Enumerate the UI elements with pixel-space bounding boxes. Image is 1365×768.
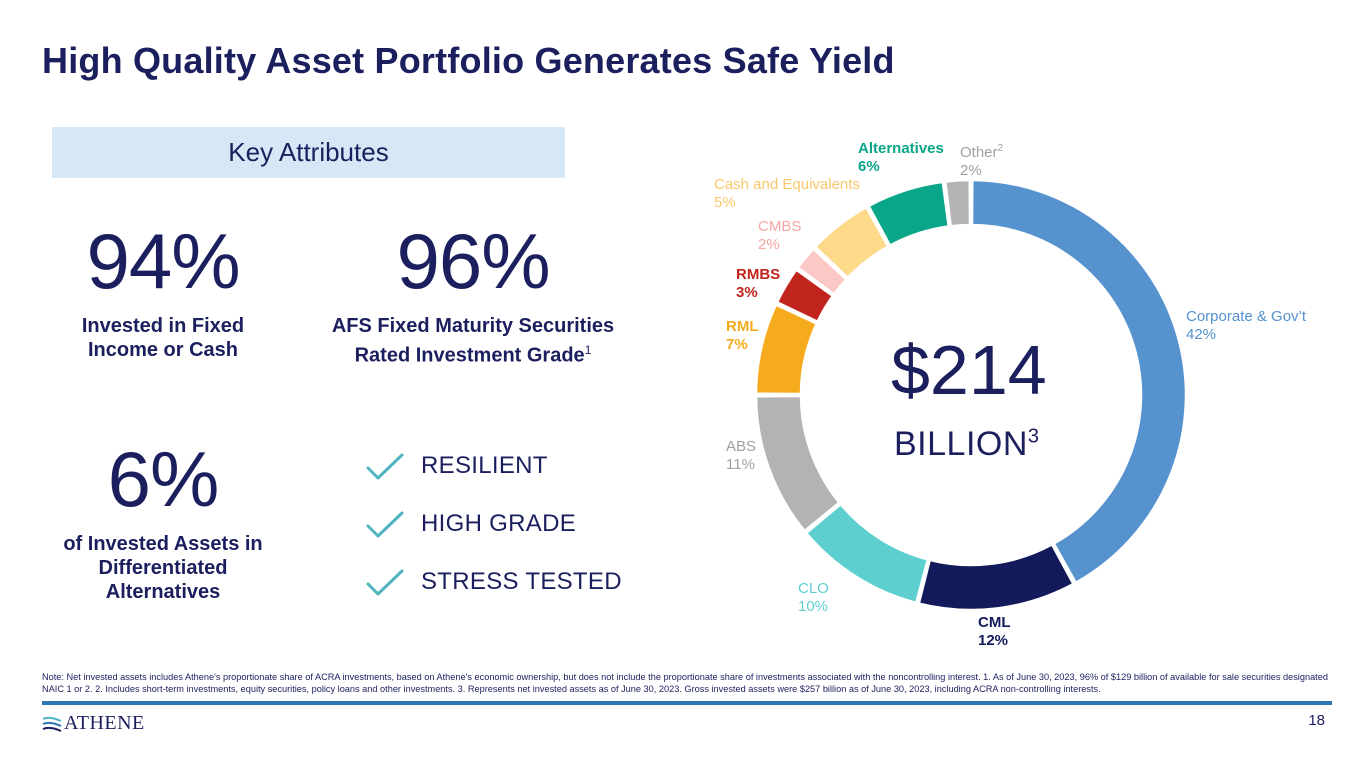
checklist-item-high-grade: HIGH GRADE (365, 504, 576, 544)
slice-name: Corporate & Gov’t (1186, 308, 1307, 325)
footnote-ref: 2 (997, 143, 1004, 154)
stat-investment-grade: 96% AFS Fixed Maturity Securities Rated … (318, 222, 628, 368)
slice-label: Other2 2% (960, 140, 1003, 180)
slice-alternatives (866, 180, 951, 248)
footnote: Note: Net invested assets includes Athen… (42, 672, 1328, 694)
slice-name: ABS (726, 438, 757, 455)
footer-divider (42, 701, 1332, 705)
athene-wave-icon (42, 716, 62, 732)
slice-label: Alternatives 6% (858, 140, 944, 176)
key-attributes-heading: Key Attributes (228, 137, 389, 167)
slice-name: RML (726, 318, 759, 335)
slice-percent: 2% (758, 236, 780, 253)
slice-percent: 2% (960, 162, 982, 179)
slice-name: Cash and Equivalents (714, 176, 860, 193)
slice-cash-and-equivalents (813, 205, 890, 280)
slice-corporate-gov-t (970, 178, 1188, 585)
slice-cmbs (796, 246, 849, 297)
slice-name: CML (978, 614, 1011, 631)
slice-label: ABS 11% (726, 438, 756, 474)
checkmark-icon (366, 453, 404, 480)
slice-percent: 5% (714, 194, 736, 211)
slice-label: CMBS 2% (758, 218, 801, 254)
slice-name: CLO (798, 580, 829, 597)
stat-fixed-income: 94% Invested in Fixed Income or Cash (32, 222, 294, 362)
checklist-label: RESILIENT (421, 452, 548, 479)
page-number: 18 (1308, 712, 1325, 729)
slice-label: RMBS 3% (736, 266, 780, 302)
slice-abs (754, 394, 842, 533)
slice-percent: 3% (736, 284, 758, 301)
slice-name: RMBS (736, 266, 781, 283)
chart-center-value: $214 (891, 331, 1047, 409)
logo-wordmark: ATHENE (64, 712, 145, 734)
slice-percent: 11% (726, 456, 755, 473)
key-attributes-banner: Key Attributes (52, 127, 565, 178)
slice-cml (917, 542, 1076, 612)
slice-label: CLO 10% (798, 580, 829, 616)
slice-percent: 6% (858, 158, 880, 175)
slice-rml (754, 302, 819, 396)
checklist-item-stress-tested: STRESS TESTED (365, 562, 622, 602)
slice-rmbs (775, 267, 835, 324)
checkmark-icon (366, 569, 404, 596)
slice-label: Cash and Equivalents 5% (714, 176, 860, 212)
checklist-label: HIGH GRADE (421, 510, 577, 537)
slice-name: Other (960, 144, 998, 161)
donut-chart (754, 178, 1188, 612)
checklist-item-resilient: RESILIENT (365, 446, 548, 486)
chart-center-unit: BILLION3 (894, 425, 1040, 463)
stat-label: AFS Fixed Maturity Securities Rated Inve… (331, 315, 615, 367)
slice-percent: 7% (726, 336, 748, 353)
slice-label: Corporate & Gov’t 42% (1186, 308, 1306, 344)
stat-value: 96% (396, 217, 550, 305)
stat-label: Invested in Fixed Income or Cash (81, 315, 245, 361)
asset-allocation-chart: Corporate & Gov’t 42% CML 12% CLO 10% ABS 11% RM… (700, 120, 1350, 660)
slice-name: CMBS (758, 218, 802, 235)
page-title: High Quality Asset Portfolio Generates S… (42, 40, 895, 81)
slice-percent: 12% (978, 632, 1009, 649)
stat-value: 94% (86, 217, 240, 305)
stat-alternatives: 6% of Invested Assets in Differentiated … (42, 440, 284, 604)
slice-other (943, 178, 972, 228)
slice-label: CML 12% (978, 614, 1011, 650)
stat-value: 6% (107, 435, 220, 523)
slice-percent: 42% (1186, 326, 1217, 343)
stat-label: of Invested Assets in Differentiated Alt… (63, 533, 263, 603)
slice-clo (804, 502, 930, 605)
footnote-ref: 1 (584, 343, 592, 357)
athene-logo: ATHENE (42, 712, 145, 735)
checkmark-icon (366, 511, 404, 538)
slice-label: RML 7% (726, 318, 759, 354)
slice-percent: 10% (798, 598, 829, 615)
checklist-label: STRESS TESTED (421, 568, 622, 595)
slice-name: Alternatives (858, 140, 944, 157)
